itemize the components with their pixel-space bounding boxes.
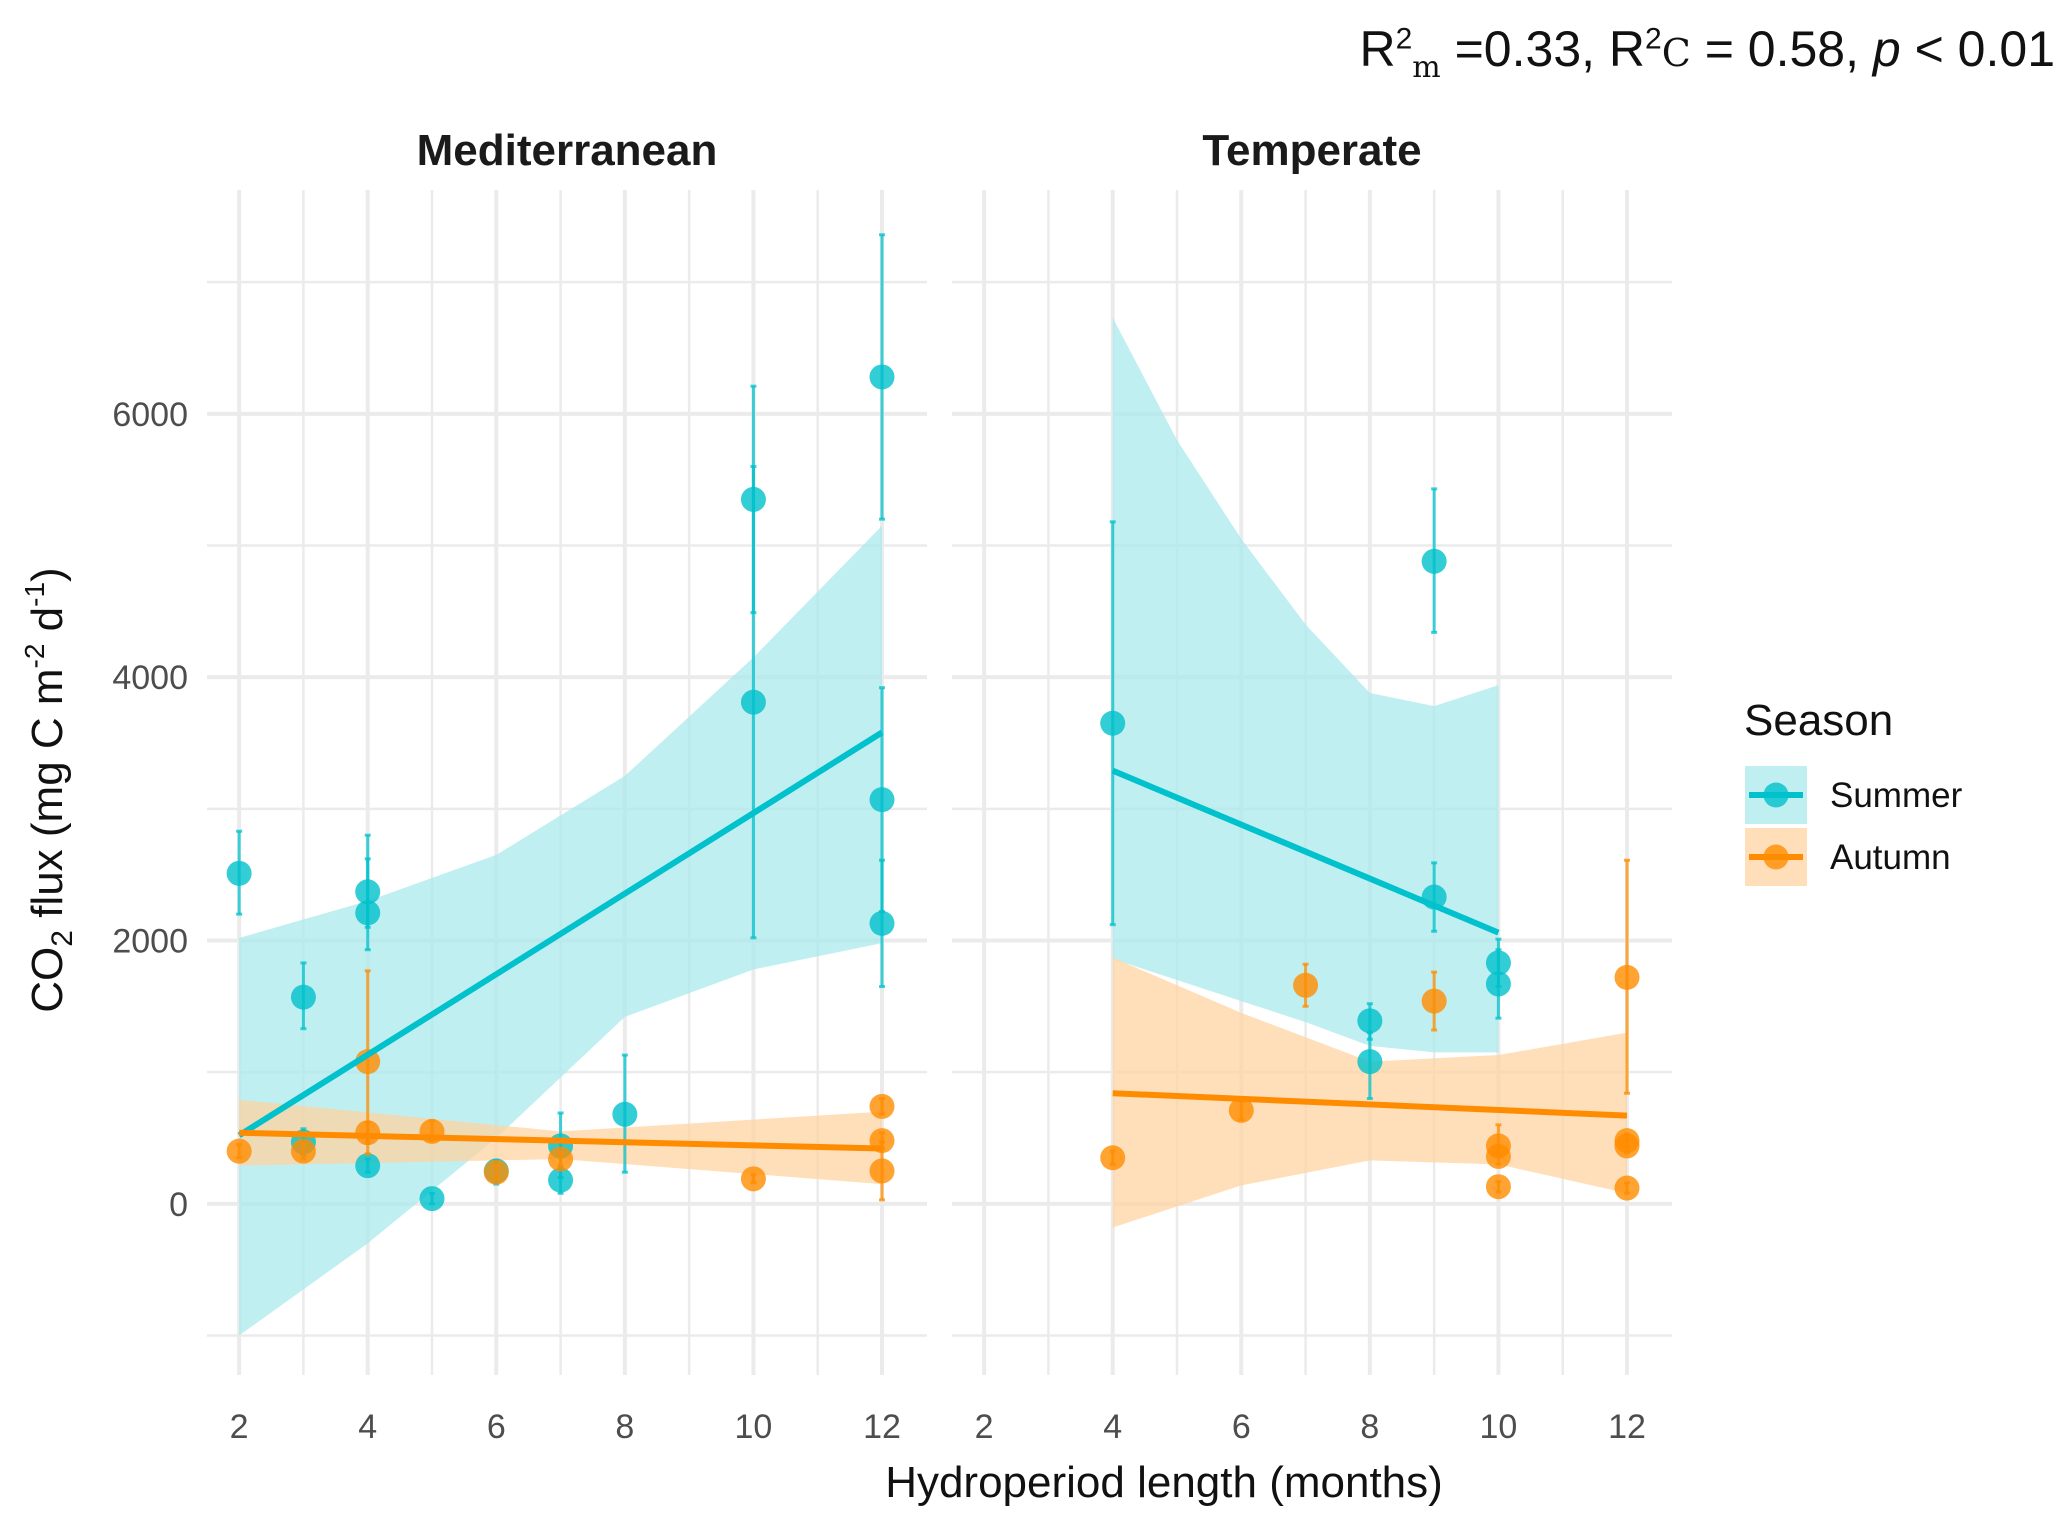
y-axis: 0 2000 4000 6000 [112,396,188,1224]
data-point [740,1166,766,1192]
data-point [869,364,895,390]
x-tick-label: 10 [1480,1408,1518,1446]
data-point [355,900,381,926]
data-point [1100,1145,1126,1171]
data-point [869,910,895,936]
data-point [419,1186,445,1212]
fit-line-summer [237,729,884,1138]
r2c-value: = 0.58, [1690,21,1873,77]
x-tick-label: 2 [975,1408,994,1446]
r2m-value: =0.33, [1440,21,1609,77]
r2c-sub: C [1661,31,1691,75]
fit-line-autumn [1112,1090,1628,1119]
data-point [1614,964,1640,990]
data-point [355,1153,381,1179]
data-point [1485,1143,1511,1169]
data-point [483,1159,509,1185]
fit-line-autumn [239,1129,883,1152]
model-statistics: R2m =0.33, R2C = 0.58, p < 0.01 [1359,20,2055,85]
x-tick-label: 10 [735,1408,773,1446]
data-point [740,689,766,715]
legend-item-summer: Summer [1745,766,1963,824]
y-tick-label: 6000 [112,396,188,434]
panel-title: Temperate [1202,126,1421,175]
x-tick-label: 4 [1103,1408,1122,1446]
data-point [226,860,252,886]
r2m-sup: 2 [1395,22,1413,56]
facet-panels: Mediterranean 2 4 6 8 10 12 Temperate 2 4 6 8 10 12 [207,126,1672,1446]
panel-title: Mediterranean [417,126,718,175]
data-point [1421,988,1447,1014]
data-point [1421,548,1447,574]
data-point [869,1158,895,1184]
x-tick-label: 8 [615,1408,634,1446]
r2c-label: R [1608,21,1646,77]
r2c-sup: 2 [1645,22,1662,56]
series-summer [226,233,895,1212]
data-point [612,1101,638,1127]
data-point [1100,710,1126,736]
data-point [1485,971,1511,997]
r2m-label: R [1359,21,1396,77]
panel-temperate: Temperate 2 4 6 8 10 12 [952,126,1672,1446]
data-point [1228,1097,1254,1123]
r2m-sub: m [1412,50,1441,85]
x-tick-label: 8 [1360,1408,1379,1446]
legend-item-autumn: Autumn [1745,828,1951,886]
x-tick-label: 4 [358,1408,377,1446]
y-tick-label: 0 [169,1186,188,1224]
x-tick-label: 12 [863,1408,901,1446]
data-point [1357,1049,1383,1075]
legend-key-point [1763,782,1789,808]
legend: Season Summer Autumn [1744,696,1963,886]
legend-label: Summer [1830,776,1963,815]
y-tick-label: 2000 [112,923,188,961]
p-value: < 0.01 [1900,21,2055,77]
fit-line-summer [1111,767,1500,936]
data-point [548,1146,574,1172]
x-axis-title: Hydroperiod length (months) [885,1458,1443,1507]
x-tick-label: 12 [1608,1408,1646,1446]
data-point [1293,972,1319,998]
legend-label: Autumn [1830,838,1951,877]
x-tick-label: 2 [230,1408,249,1446]
data-point [290,1138,316,1164]
data-point [548,1167,574,1193]
data-point [226,1138,252,1164]
data-point [1485,1174,1511,1200]
series-autumn [1100,858,1640,1201]
y-axis-title: CO2 flux (mg C m-2 d-1) [19,567,79,1012]
data-point [869,1093,895,1119]
data-point [869,787,895,813]
data-point [1614,1175,1640,1201]
x-tick-label: 6 [487,1408,506,1446]
p-label: p [1872,21,1901,77]
series-summer [1100,487,1511,1100]
x-tick-label: 6 [1232,1408,1251,1446]
data-point [290,984,316,1010]
legend-title: Season [1744,696,1893,745]
y-tick-label: 4000 [112,659,188,697]
data-point [1357,1008,1383,1034]
data-point [1614,1133,1640,1159]
legend-key-point [1763,844,1789,870]
confidence-band-summer [1112,317,1499,1053]
panel-mediterranean: Mediterranean 2 4 6 8 10 12 [207,126,927,1446]
